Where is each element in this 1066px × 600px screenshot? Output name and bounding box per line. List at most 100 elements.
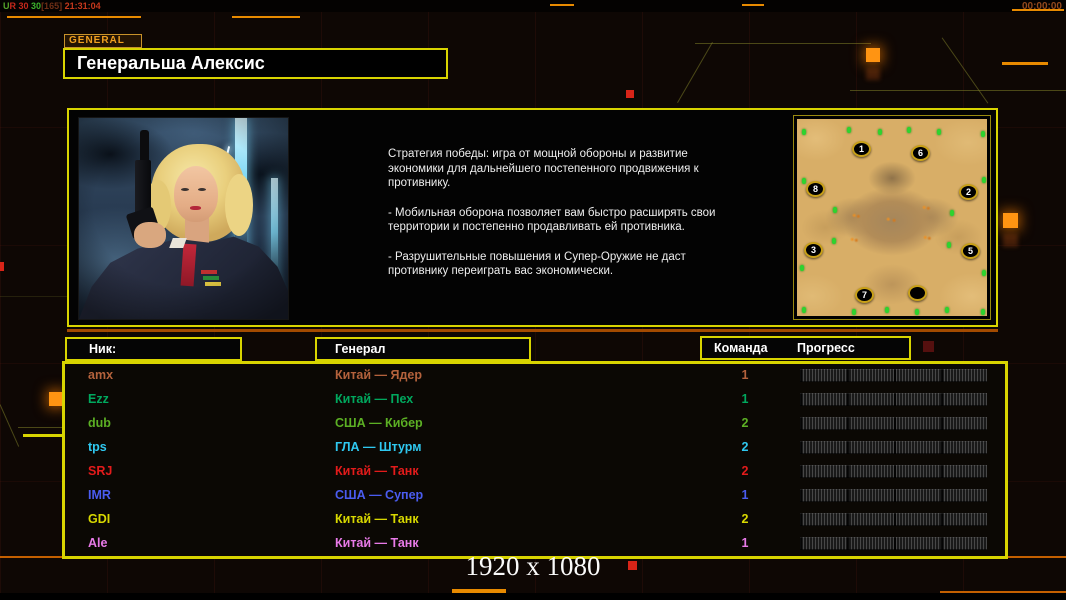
player-nick: Ezz — [88, 392, 109, 406]
supply-dot-icon — [802, 307, 806, 313]
load-progress-bar — [800, 465, 987, 478]
glow-reflection — [1003, 234, 1018, 247]
supply-dot-icon — [981, 309, 985, 315]
start-position-number: 1 — [858, 143, 864, 154]
player-general: Китай — Танк — [335, 536, 419, 550]
circuit-trace — [850, 90, 1066, 91]
pistol-suppressor — [140, 130, 149, 164]
face — [174, 166, 218, 222]
resolution-label: 1920 x 1080 — [465, 551, 601, 581]
supply-dot-icon — [832, 238, 836, 244]
start-position-number: 8 — [812, 183, 818, 194]
player-general: Китай — Танк — [335, 512, 419, 526]
load-progress-bar — [800, 393, 987, 406]
red-square-icon — [628, 561, 637, 570]
circuit-line — [232, 16, 300, 18]
player-general: США — Кибер — [335, 416, 423, 430]
player-general: Китай — Ядер — [335, 368, 423, 382]
map-start-position: 5 — [961, 243, 980, 259]
player-nick: Ale — [88, 536, 108, 550]
general-title: Генеральша Алексис — [63, 48, 448, 79]
vignette — [79, 118, 288, 319]
supply-dot-icon — [800, 265, 804, 271]
column-header-nick: Ник: — [65, 337, 242, 361]
glow-reflection — [866, 68, 880, 80]
circuit-line — [1012, 9, 1064, 11]
start-position-number: 3 — [810, 244, 816, 255]
strategy-description: Стратегия победы: игра от мощной обороны… — [388, 147, 720, 294]
panel-underline — [67, 329, 998, 332]
map-start-position: 1 — [852, 141, 871, 157]
load-progress-bar — [800, 489, 987, 502]
strategy-paragraph: - Разрушительные повышения и Супер-Оружи… — [388, 250, 686, 278]
supply-dot-icon — [885, 307, 889, 313]
player-row: amx Китай — Ядер 1 — [62, 363, 1005, 387]
circuit-trace — [0, 404, 20, 447]
hand — [134, 222, 166, 248]
column-header-team: Команда — [714, 341, 768, 355]
map-start-position: 8 — [806, 181, 825, 197]
column-header-progress: Прогресс — [797, 341, 855, 355]
map-start-position: 7 — [855, 287, 874, 303]
player-row: IMR США — Супер 1 — [62, 483, 1005, 507]
player-team: 2 — [741, 512, 749, 526]
supply-dot-icon — [947, 242, 951, 248]
red-square-icon — [923, 341, 934, 352]
load-progress-bar — [800, 417, 987, 430]
load-progress-bar — [800, 513, 987, 526]
medal-ribbon — [205, 282, 221, 286]
circuit-line — [742, 4, 764, 6]
general-tab-label: GENERAL — [64, 34, 142, 48]
player-general: ГЛА — Штурм — [335, 440, 422, 454]
circuit-trace — [677, 41, 713, 104]
pistol — [135, 160, 151, 218]
supply-dot-icon — [833, 207, 837, 213]
circuit-line — [550, 4, 574, 6]
supply-dot-icon — [802, 129, 806, 135]
supply-dot-icon — [878, 129, 882, 135]
eye — [198, 188, 206, 191]
player-nick: GDI — [88, 512, 111, 526]
status-label: U — [3, 1, 10, 11]
player-general: Китай — Танк — [335, 464, 419, 478]
red-square-icon — [0, 262, 4, 271]
player-row: SRJ Китай — Танк 2 — [62, 459, 1005, 483]
player-row: GDI Китай — Танк 2 — [62, 507, 1005, 531]
bottom-strip — [0, 593, 1066, 600]
structure-cluster-icon — [852, 213, 861, 219]
player-team: 1 — [741, 488, 749, 502]
circuit-line — [23, 434, 68, 437]
circuit-line — [940, 591, 1066, 593]
circuit-line — [1002, 62, 1048, 65]
lips — [190, 206, 201, 210]
medal-ribbon — [201, 270, 217, 274]
structure-cluster-icon — [885, 216, 898, 224]
glow-square-icon — [1003, 213, 1018, 228]
supply-dot-icon — [982, 177, 986, 183]
frame-count: [165] — [41, 1, 63, 11]
fps-value: 30 — [18, 1, 29, 11]
structure-cluster-icon — [850, 237, 859, 243]
general-portrait — [78, 117, 289, 320]
player-team: 1 — [741, 536, 749, 550]
circuit-trace — [941, 37, 989, 104]
supply-dot-icon — [937, 129, 941, 135]
circuit-trace — [18, 427, 66, 428]
player-row: dub США — Кибер 2 — [62, 411, 1005, 435]
circuit-line — [7, 16, 141, 18]
column-header-general: Генерал — [315, 337, 531, 361]
circuit-trace — [695, 43, 871, 44]
player-team: 2 — [741, 440, 749, 454]
column-header-team-progress: Команда Прогресс — [700, 336, 911, 360]
player-team: 2 — [741, 464, 749, 478]
glow-square-icon — [49, 392, 63, 406]
map-start-position: 2 — [959, 184, 978, 200]
map-preview: 1 6 8 2 3 5 7 — [797, 119, 987, 316]
player-nick: IMR — [88, 488, 111, 502]
supply-dot-icon — [950, 210, 954, 216]
player-general: США — Супер — [335, 488, 424, 502]
structure-cluster-icon — [923, 235, 932, 241]
load-progress-bar — [800, 441, 987, 454]
supply-dot-icon — [915, 309, 919, 315]
structure-cluster-icon — [922, 205, 931, 211]
